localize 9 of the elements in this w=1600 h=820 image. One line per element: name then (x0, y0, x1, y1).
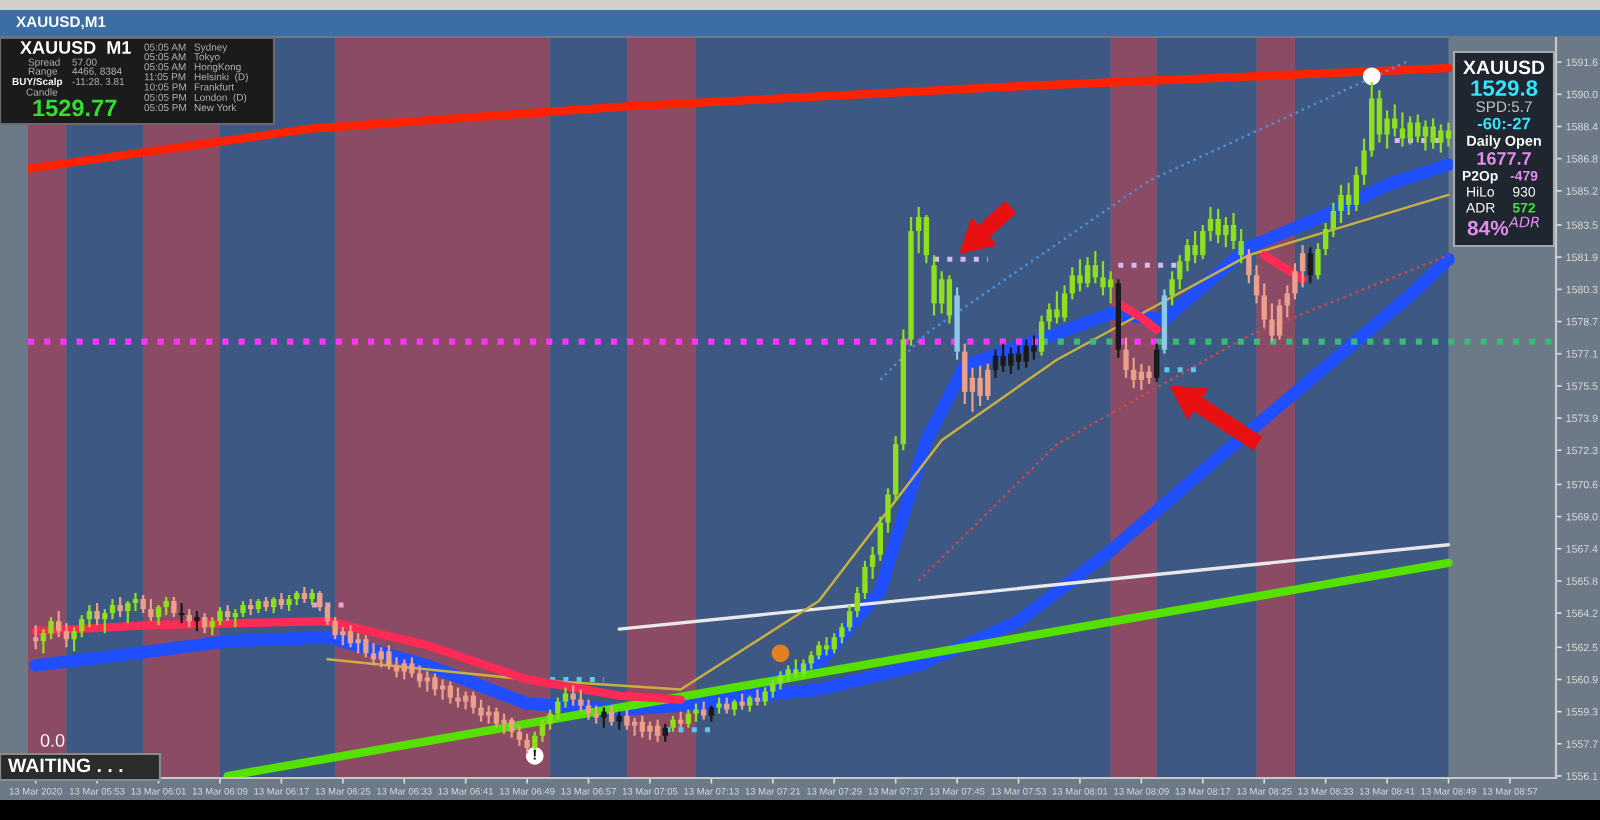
annotation: 84%$^{ADR}$ (1467, 216, 1539, 236)
annotation: XAUUSD M1 (20, 41, 131, 54)
annotation: 0.0 (40, 734, 65, 747)
annotation: 1529.77 (33, 99, 117, 117)
annotation: -60:-27 (1477, 117, 1531, 130)
annotation: 1529.8 (1471, 80, 1538, 96)
annotation: WAITING . . . (8, 758, 123, 773)
annotation: 1677.7 (1477, 152, 1531, 165)
annotation: XAUUSD (1463, 60, 1545, 75)
